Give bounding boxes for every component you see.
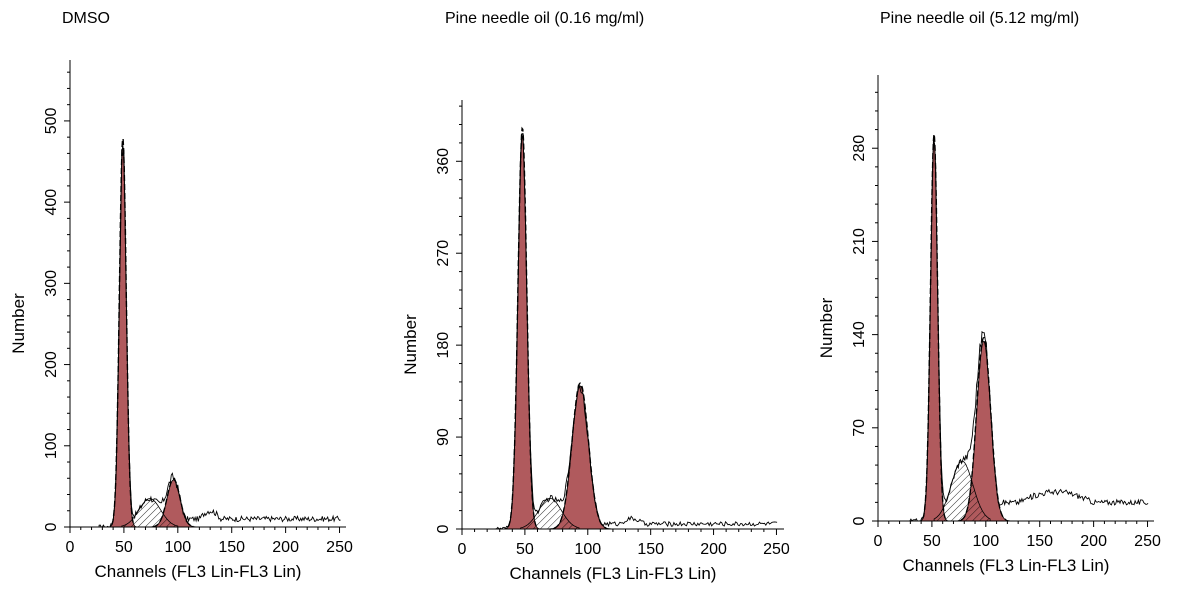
y-tick-label: 400: [43, 189, 60, 216]
x-tick-label: 100: [574, 541, 601, 558]
y-tick-label: 0: [435, 524, 452, 533]
x-tick-label: 50: [923, 533, 941, 550]
model-fit-line: [507, 126, 537, 527]
y-axis-label: Number: [817, 297, 836, 358]
y-tick-label: 0: [43, 522, 60, 531]
model-fit-line: [553, 382, 607, 529]
y-tick-label: 270: [435, 240, 452, 267]
chart-title: DMSO: [62, 10, 110, 27]
y-tick-label: 500: [43, 107, 60, 134]
chart-title: Pine needle oil (5.12 mg/ml): [880, 10, 1080, 27]
x-tick-label: 200: [272, 539, 299, 556]
g1-peak: [108, 144, 137, 528]
histogram-pine-needle-oil-high: 0 50 100 150 200 250 0 70 140 210 280 Channels (FL3…: [817, 75, 1161, 575]
model-fit-line: [152, 478, 194, 528]
g1-peak: [504, 135, 541, 530]
x-tick-label: 250: [326, 539, 353, 556]
model-fit-line: [922, 133, 946, 519]
x-tick-label: 150: [218, 539, 245, 556]
y-tick-label: 180: [435, 332, 452, 359]
x-tick-label: 150: [637, 541, 664, 558]
x-tick-label: 100: [164, 539, 191, 556]
x-tick-label: 150: [1026, 533, 1053, 550]
histogram-outline: [98, 148, 341, 528]
x-tick-label: 100: [972, 533, 999, 550]
y-tick-label: 100: [43, 432, 60, 459]
y-tick-label: 140: [851, 321, 868, 348]
histogram-outline: [492, 133, 778, 530]
y-tick-label: 0: [851, 516, 868, 525]
x-tick-label: 50: [115, 539, 133, 556]
histogram-dmso: 0 50 100 150 200 250 0 100 200 300 400 500 Channels …: [9, 60, 353, 581]
x-tick-label: 0: [66, 539, 75, 556]
y-tick-label: 90: [435, 428, 452, 446]
x-axis-label: Channels (FL3 Lin-FL3 Lin): [510, 564, 717, 583]
x-tick-label: 200: [700, 541, 727, 558]
y-tick-label: 210: [851, 228, 868, 255]
y-tick-label: 70: [851, 419, 868, 437]
y-tick-label: 300: [43, 270, 60, 297]
y-tick-label: 280: [851, 135, 868, 162]
y-axis-label: Number: [9, 293, 28, 354]
model-fit-line: [960, 337, 1007, 521]
histogram-pine-needle-oil-low: 0 50 100 150 200 250 0 90 180 270 360 Channels (FL3…: [401, 100, 790, 583]
x-tick-label: 200: [1080, 533, 1107, 550]
y-tick-label: 360: [435, 148, 452, 175]
y-axis-label: Number: [401, 314, 420, 375]
x-tick-label: 250: [1134, 533, 1161, 550]
x-tick-label: 0: [458, 541, 467, 558]
x-axis-label: Channels (FL3 Lin-FL3 Lin): [95, 562, 302, 581]
x-tick-label: 0: [874, 533, 883, 550]
model-fit-line: [111, 137, 135, 525]
x-axis-label: Channels (FL3 Lin-FL3 Lin): [903, 556, 1110, 575]
g1-peak: [919, 141, 949, 522]
y-tick-label: 200: [43, 351, 60, 378]
chart-title: Pine needle oil (0.16 mg/ml): [445, 10, 645, 27]
panel-pine-needle-oil-low: Pine needle oil (0.16 mg/ml) 0 50 100 150 20…: [390, 0, 790, 600]
histogram-outline: [909, 138, 1149, 522]
x-tick-label: 250: [763, 541, 790, 558]
panel-pine-needle-oil-high: Pine needle oil (5.12 mg/ml) 0 50 100 150 20…: [800, 0, 1177, 600]
panel-dmso: DMSO 0 50 100 150 200 250 0 100 200 300 400 500 Chan…: [0, 0, 390, 600]
x-tick-label: 50: [516, 541, 534, 558]
